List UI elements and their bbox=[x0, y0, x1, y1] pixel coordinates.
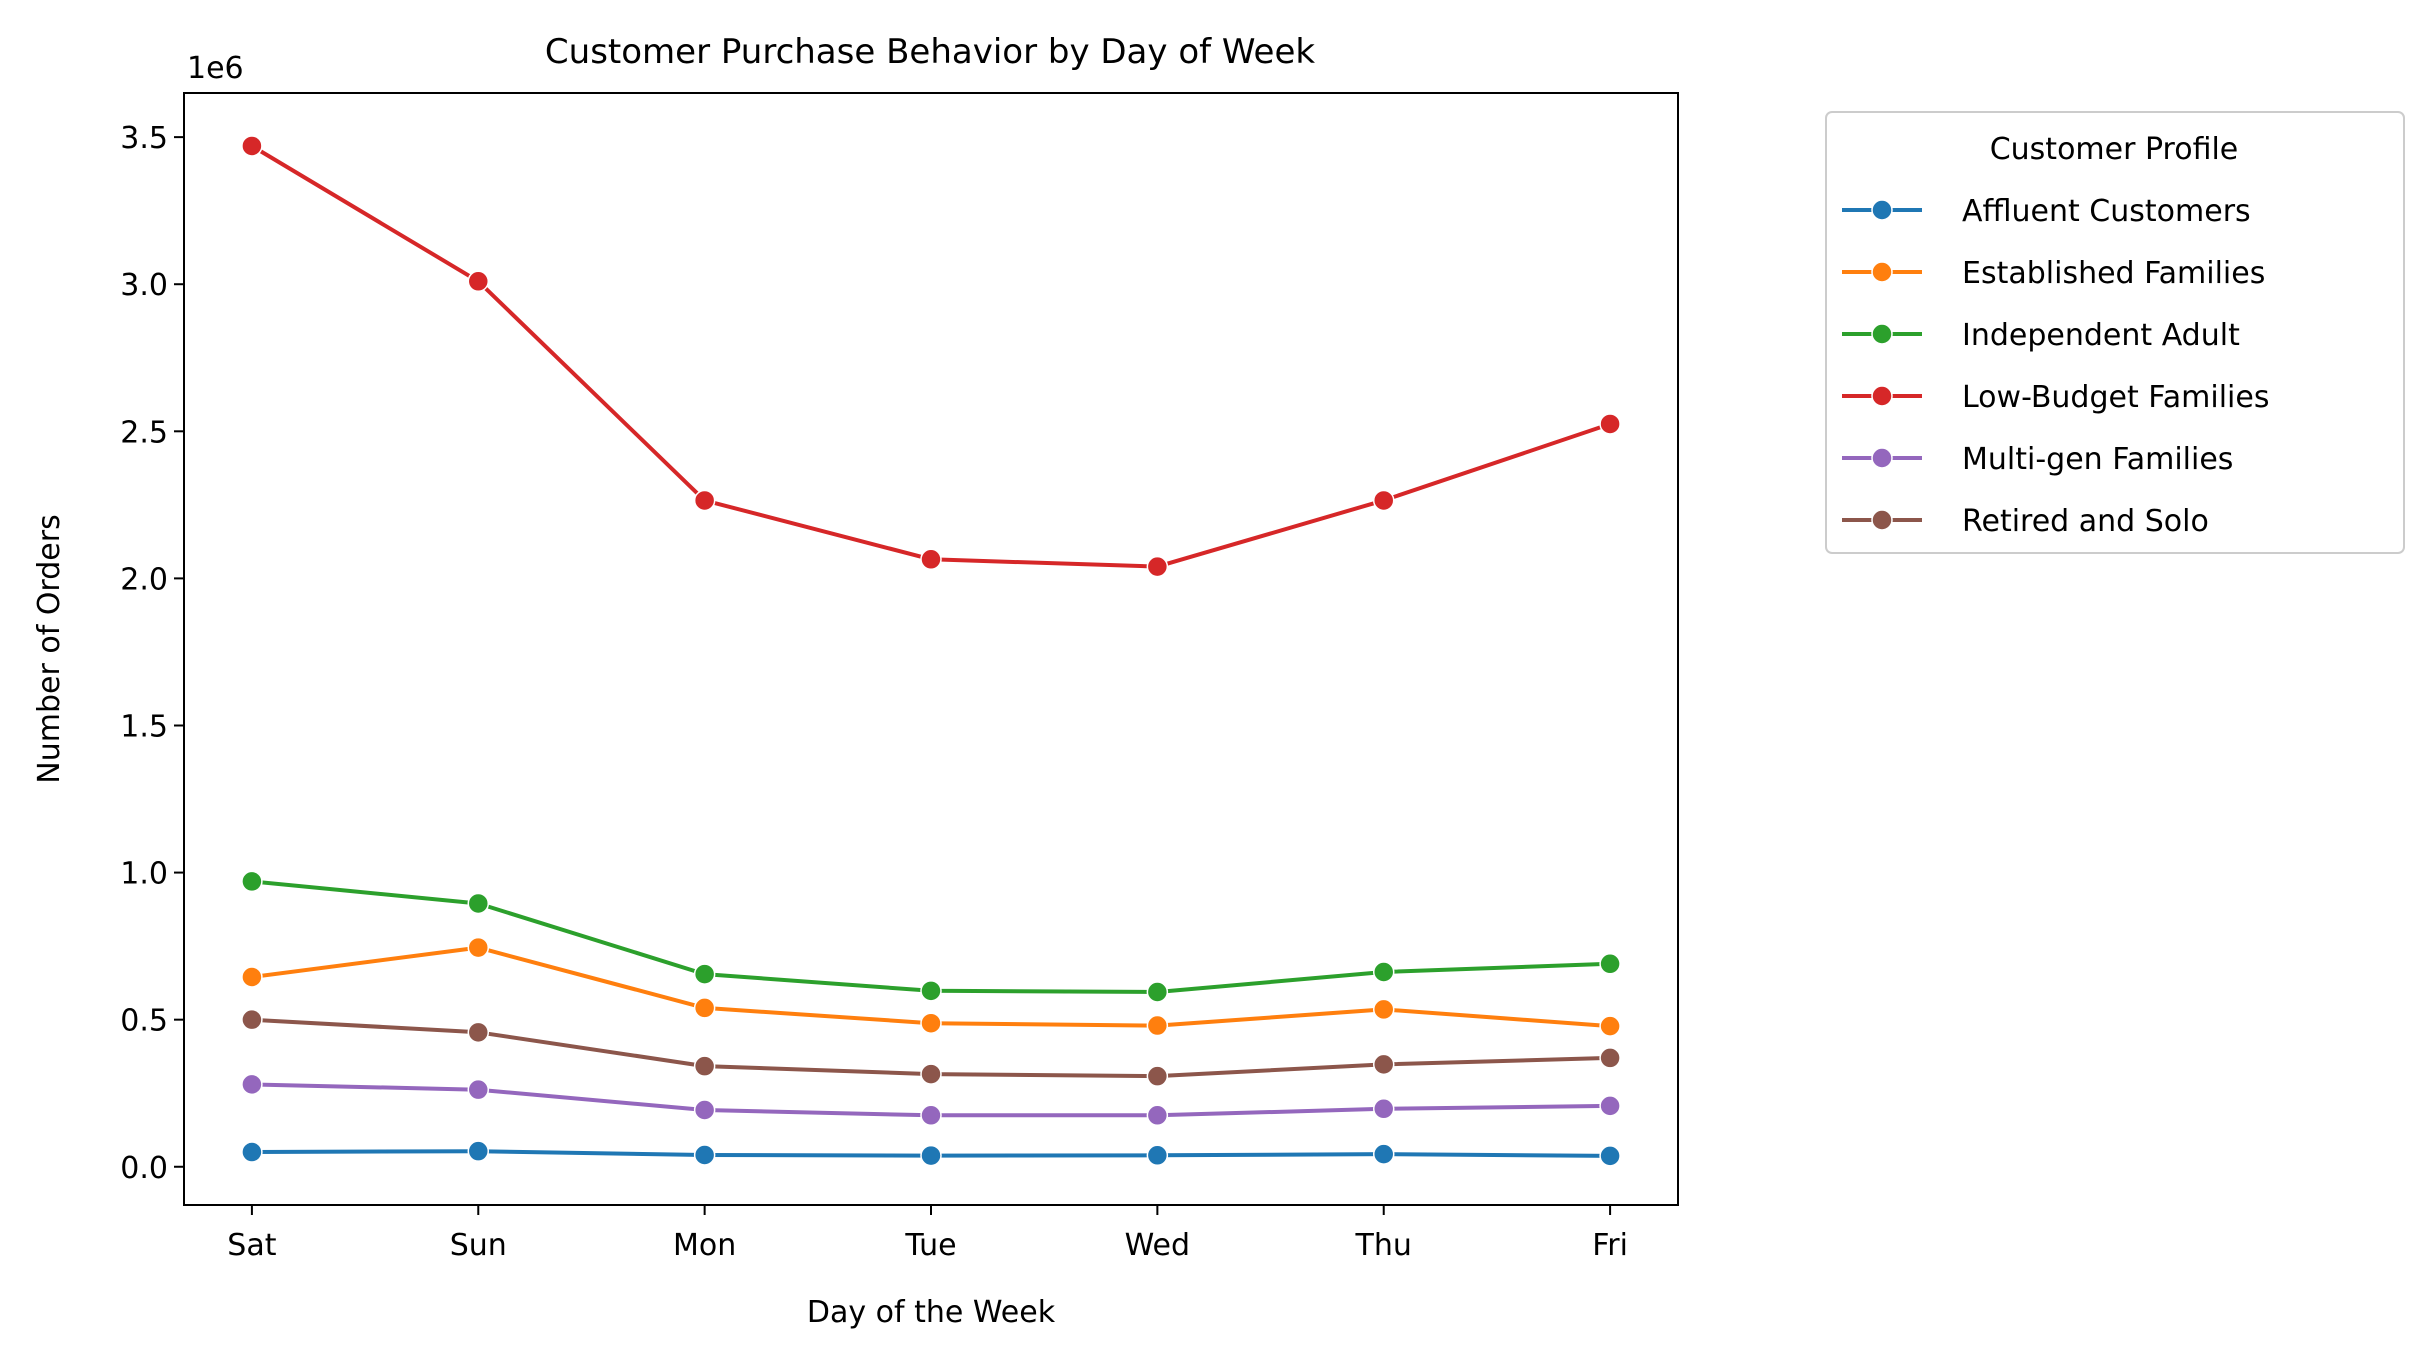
data-point bbox=[1372, 1098, 1395, 1120]
x-tick-label: Wed bbox=[1125, 1228, 1190, 1263]
y-tick-label: 2.5 bbox=[120, 415, 168, 450]
legend-marker bbox=[1871, 509, 1893, 531]
data-point bbox=[1146, 1065, 1169, 1087]
y-axis-label: Number of Orders bbox=[32, 514, 67, 783]
data-point bbox=[241, 1141, 263, 1163]
data-point bbox=[693, 963, 716, 985]
legend-entry-label: Multi-gen Families bbox=[1962, 442, 2233, 477]
data-point bbox=[241, 135, 263, 157]
y-offset-label: 1e6 bbox=[187, 51, 244, 86]
y-tick-label: 0.5 bbox=[120, 1004, 168, 1039]
y-tick-label: 3.0 bbox=[120, 268, 168, 303]
data-point bbox=[920, 980, 942, 1002]
x-tick-label: Sun bbox=[450, 1228, 507, 1263]
x-tick-label: Sat bbox=[227, 1228, 276, 1263]
legend-marker bbox=[1871, 261, 1893, 283]
data-point bbox=[467, 270, 490, 293]
x-axis-ticks: Sat Sun Mon Tue Wed Thu Fri bbox=[227, 1205, 1628, 1263]
data-point bbox=[1599, 1047, 1621, 1069]
chart-title: Customer Purchase Behavior by Day of Wee… bbox=[545, 32, 1315, 72]
data-point bbox=[467, 1140, 490, 1162]
data-point bbox=[920, 1144, 942, 1167]
data-point bbox=[1372, 998, 1395, 1021]
data-point bbox=[1372, 1143, 1395, 1165]
data-point bbox=[920, 1012, 942, 1034]
series-markers bbox=[241, 135, 1621, 1167]
data-point bbox=[1599, 953, 1621, 975]
data-point bbox=[920, 1104, 942, 1127]
axes-frame bbox=[183, 92, 1679, 1206]
x-tick-label: Tue bbox=[904, 1228, 956, 1263]
data-point bbox=[1372, 489, 1395, 512]
legend-marker bbox=[1871, 447, 1893, 469]
data-point bbox=[1146, 1144, 1169, 1167]
data-point bbox=[467, 936, 490, 959]
data-point bbox=[241, 1008, 263, 1031]
data-point bbox=[241, 1073, 263, 1096]
x-tick-label: Thu bbox=[1355, 1228, 1412, 1263]
data-point bbox=[241, 966, 263, 988]
data-point bbox=[693, 1144, 716, 1166]
legend-entry-label: Affluent Customers bbox=[1962, 194, 2251, 229]
x-tick-label: Mon bbox=[673, 1228, 736, 1263]
legend-marker bbox=[1871, 199, 1893, 221]
legend: Customer Profile Affluent Customers Estab… bbox=[1825, 111, 2405, 554]
y-tick-label: 3.5 bbox=[120, 121, 168, 156]
data-point bbox=[920, 1063, 942, 1085]
data-point bbox=[920, 548, 942, 571]
y-tick-label: 1.5 bbox=[120, 709, 168, 744]
data-point bbox=[1146, 555, 1169, 578]
plot-area: 0.0 0.5 1.0 1.5 2.0 2.5 3.0 3.5 Sat Sun Mon Tue Wed… bbox=[120, 92, 1679, 1263]
data-point bbox=[467, 892, 490, 915]
legend-marker bbox=[1871, 385, 1893, 407]
data-point bbox=[467, 1078, 490, 1101]
legend-title: Customer Profile bbox=[1990, 132, 2239, 167]
data-point bbox=[1599, 413, 1621, 435]
data-point bbox=[1146, 1104, 1169, 1127]
data-point bbox=[693, 1099, 716, 1121]
legend-entry-label: Established Families bbox=[1962, 256, 2265, 291]
x-tick-label: Fri bbox=[1592, 1228, 1628, 1263]
legend-entry-label: Independent Adult bbox=[1962, 318, 2240, 353]
data-point bbox=[1599, 1015, 1621, 1037]
data-point bbox=[1372, 961, 1395, 983]
y-axis-ticks: 0.0 0.5 1.0 1.5 2.0 2.5 3.0 3.5 bbox=[120, 121, 184, 1186]
data-point bbox=[1599, 1095, 1621, 1117]
y-tick-label: 2.0 bbox=[120, 562, 168, 597]
data-point bbox=[1599, 1145, 1621, 1167]
data-point bbox=[693, 1055, 716, 1077]
data-point bbox=[693, 489, 716, 512]
legend-entry-label: Retired and Solo bbox=[1962, 504, 2209, 539]
y-tick-label: 1.0 bbox=[120, 857, 168, 892]
data-point bbox=[1146, 981, 1169, 1003]
legend-marker bbox=[1871, 323, 1893, 345]
x-axis-label: Day of the Week bbox=[807, 1295, 1056, 1330]
data-point bbox=[467, 1021, 490, 1044]
legend-entries: Affluent Customers Established Families In… bbox=[1842, 194, 2269, 539]
data-point bbox=[1146, 1014, 1169, 1037]
y-tick-label: 0.0 bbox=[120, 1151, 168, 1186]
legend-entry-label: Low-Budget Families bbox=[1962, 380, 2269, 415]
legend-frame bbox=[1825, 111, 2405, 554]
data-point bbox=[693, 997, 716, 1019]
data-point bbox=[241, 870, 263, 893]
data-point bbox=[1372, 1053, 1395, 1076]
